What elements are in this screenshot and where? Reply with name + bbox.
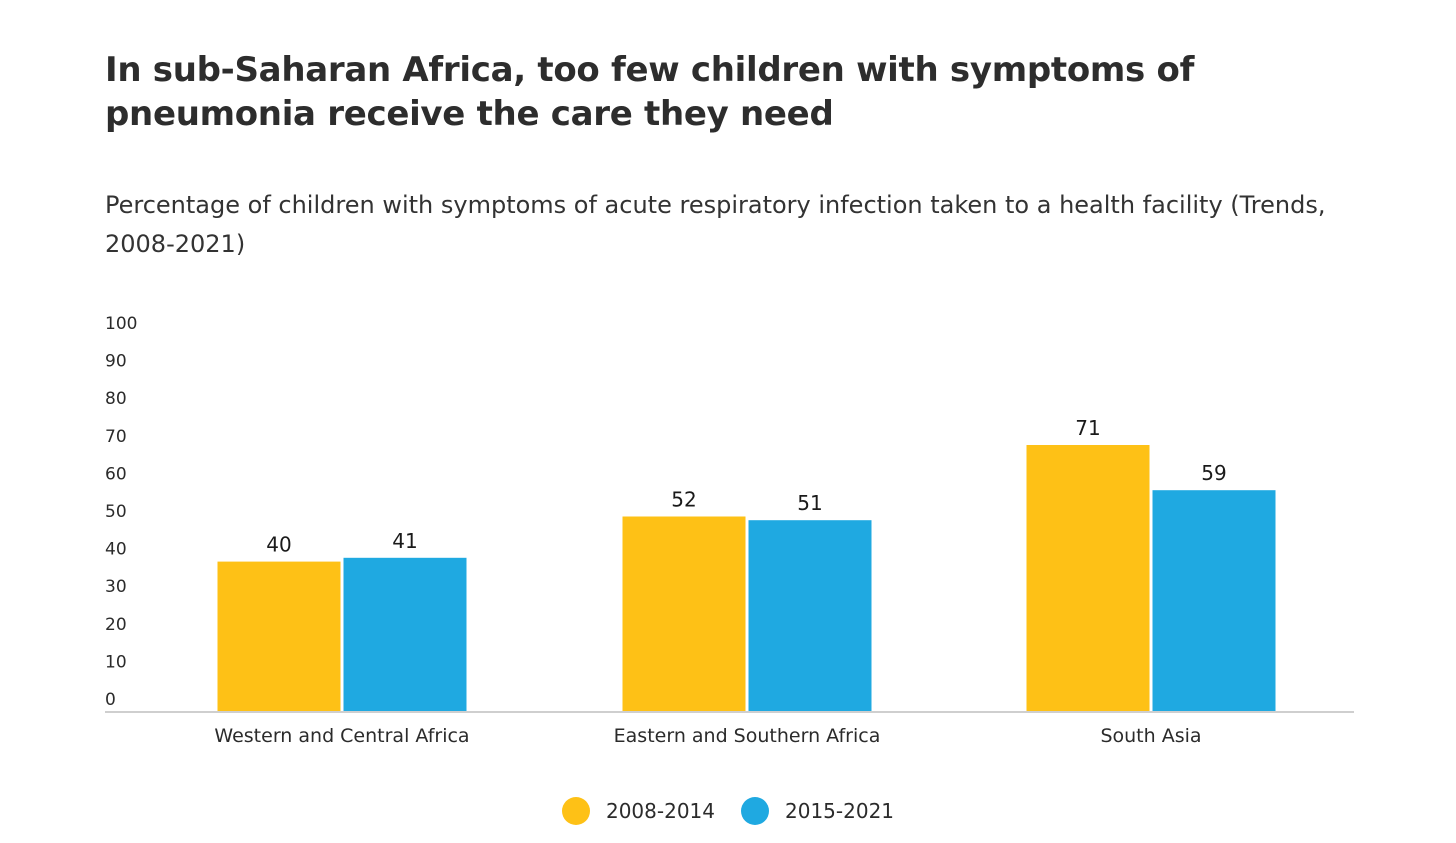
- x-category-label: South Asia: [1100, 725, 1201, 747]
- legend-label-series-2: 2015-2021: [785, 799, 895, 823]
- y-tick-label: 70: [105, 427, 127, 447]
- data-label-series-1: 71: [1075, 416, 1100, 440]
- y-tick-label: 80: [105, 389, 127, 409]
- data-label-series-1: 40: [266, 533, 291, 557]
- bar-series-2: [748, 520, 872, 712]
- x-category-label: Western and Central Africa: [214, 725, 469, 747]
- y-tick-label: 50: [105, 502, 127, 522]
- y-axis-ticks: 0 10 20 30 40 50 60 70 80 90 100: [105, 314, 137, 710]
- y-tick-label: 0: [105, 690, 116, 710]
- legend-swatch-series-1: [561, 797, 590, 825]
- legend-item-series-2: 2015-2021: [741, 797, 894, 825]
- x-category-label: Eastern and Southern Africa: [614, 725, 881, 747]
- y-tick-label: 20: [105, 615, 127, 635]
- legend-label-series-1: 2008-2014: [605, 799, 715, 823]
- y-tick-label: 10: [105, 652, 127, 672]
- bar-series-1: [217, 561, 341, 712]
- y-tick-label: 90: [105, 352, 127, 372]
- x-axis-categories: Western and Central Africa Eastern and So…: [214, 725, 1201, 747]
- legend-item-series-1: 2008-2014: [561, 797, 715, 825]
- y-tick-label: 100: [105, 314, 137, 334]
- y-tick-label: 30: [105, 577, 127, 597]
- bar-series-2: [343, 557, 467, 712]
- y-tick-label: 60: [105, 464, 127, 484]
- data-label-series-2: 51: [797, 491, 822, 515]
- data-label-series-2: 41: [392, 529, 417, 553]
- bar-series-1: [622, 516, 746, 712]
- legend-swatch-series-2: [741, 797, 769, 825]
- chart-subtitle: Percentage of children with symptoms of …: [105, 191, 1326, 258]
- data-label-series-1: 52: [671, 488, 696, 512]
- legend: 2008-2014 2015-2021: [0, 796, 1456, 826]
- bar-series-1: [1026, 445, 1150, 712]
- bar-series-2: [1152, 490, 1276, 712]
- bars-group: 40 41 52 51 71 59: [217, 416, 1276, 712]
- chart-title: In sub-Saharan Africa, too few children …: [105, 50, 1195, 134]
- y-tick-label: 40: [105, 540, 127, 560]
- data-label-series-2: 59: [1201, 461, 1226, 485]
